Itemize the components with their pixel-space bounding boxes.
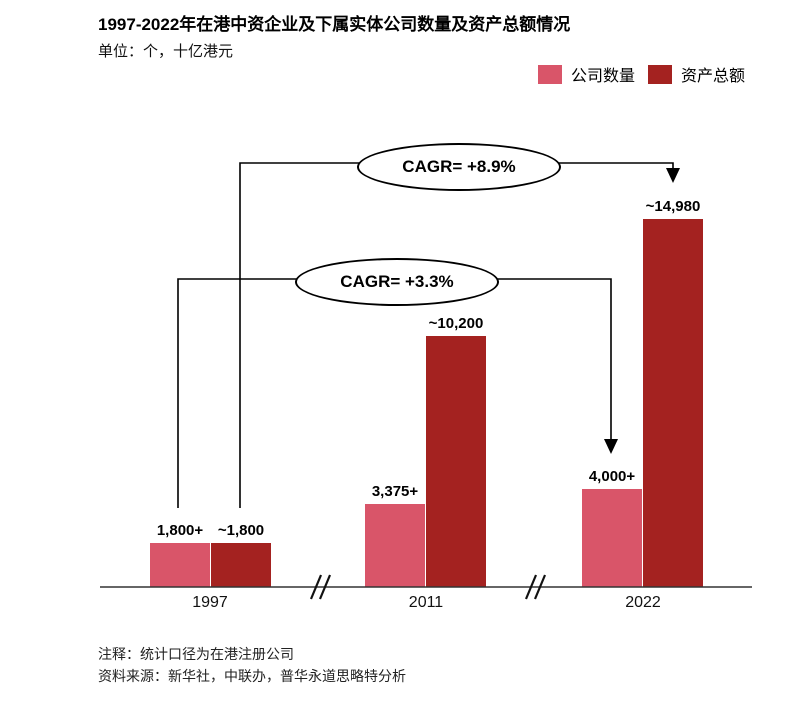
bar-value-label-assets-2011: ~10,200 bbox=[428, 315, 484, 332]
source-text: 资料来源：新华社，中联办，普华永道思略特分析 bbox=[98, 667, 406, 684]
x-axis-label-2011: 2011 bbox=[408, 594, 444, 611]
legend-item-companies: 公司数量 bbox=[538, 62, 635, 86]
bar-value-label-companies-1997: 1,800+ bbox=[156, 522, 204, 539]
legend-item-assets: 资产总额 bbox=[648, 62, 745, 86]
cagr-badge-assets-label: CAGR= +8.9% bbox=[402, 157, 516, 176]
cagr-badge-companies: CAGR= +3.3% bbox=[295, 258, 499, 306]
bar-value-label-assets-1997: ~1,800 bbox=[217, 522, 265, 539]
cagr-badge-companies-label: CAGR= +3.3% bbox=[340, 272, 454, 291]
bar-companies-2011 bbox=[365, 504, 425, 587]
bar-value-label-assets-2022: ~14,980 bbox=[645, 198, 701, 215]
bar-assets-2011 bbox=[426, 336, 486, 587]
x-axis-label-2022: 2022 bbox=[625, 594, 661, 611]
note-text: 注释：统计口径为在港注册公司 bbox=[98, 646, 294, 662]
x-axis-label-1997: 1997 bbox=[192, 594, 228, 611]
legend: 公司数量 资产总额 bbox=[538, 62, 745, 86]
legend-label-assets: 资产总额 bbox=[681, 68, 746, 85]
legend-swatch-assets bbox=[648, 64, 673, 84]
bar-companies-1997 bbox=[150, 543, 210, 587]
legend-swatch-companies bbox=[538, 64, 562, 84]
bar-assets-1997 bbox=[211, 543, 271, 587]
bar-assets-2022 bbox=[643, 219, 703, 587]
unit-label: 单位：个，十亿港元 bbox=[98, 42, 234, 60]
chart-footer: 注释：统计口径为在港注册公司 资料来源：新华社，中联办，普华永道思略特分析 bbox=[98, 644, 406, 687]
legend-label-companies: 公司数量 bbox=[571, 68, 636, 85]
cagr-badge-assets: CAGR= +8.9% bbox=[357, 143, 561, 191]
chart-header: 1997-2022年在港中资企业及下属实体公司数量及资产总额情况 单位：个，十亿… bbox=[98, 14, 570, 61]
bar-companies-2022 bbox=[582, 489, 642, 587]
chart-title: 1997-2022年在港中资企业及下属实体公司数量及资产总额情况 bbox=[98, 15, 571, 34]
